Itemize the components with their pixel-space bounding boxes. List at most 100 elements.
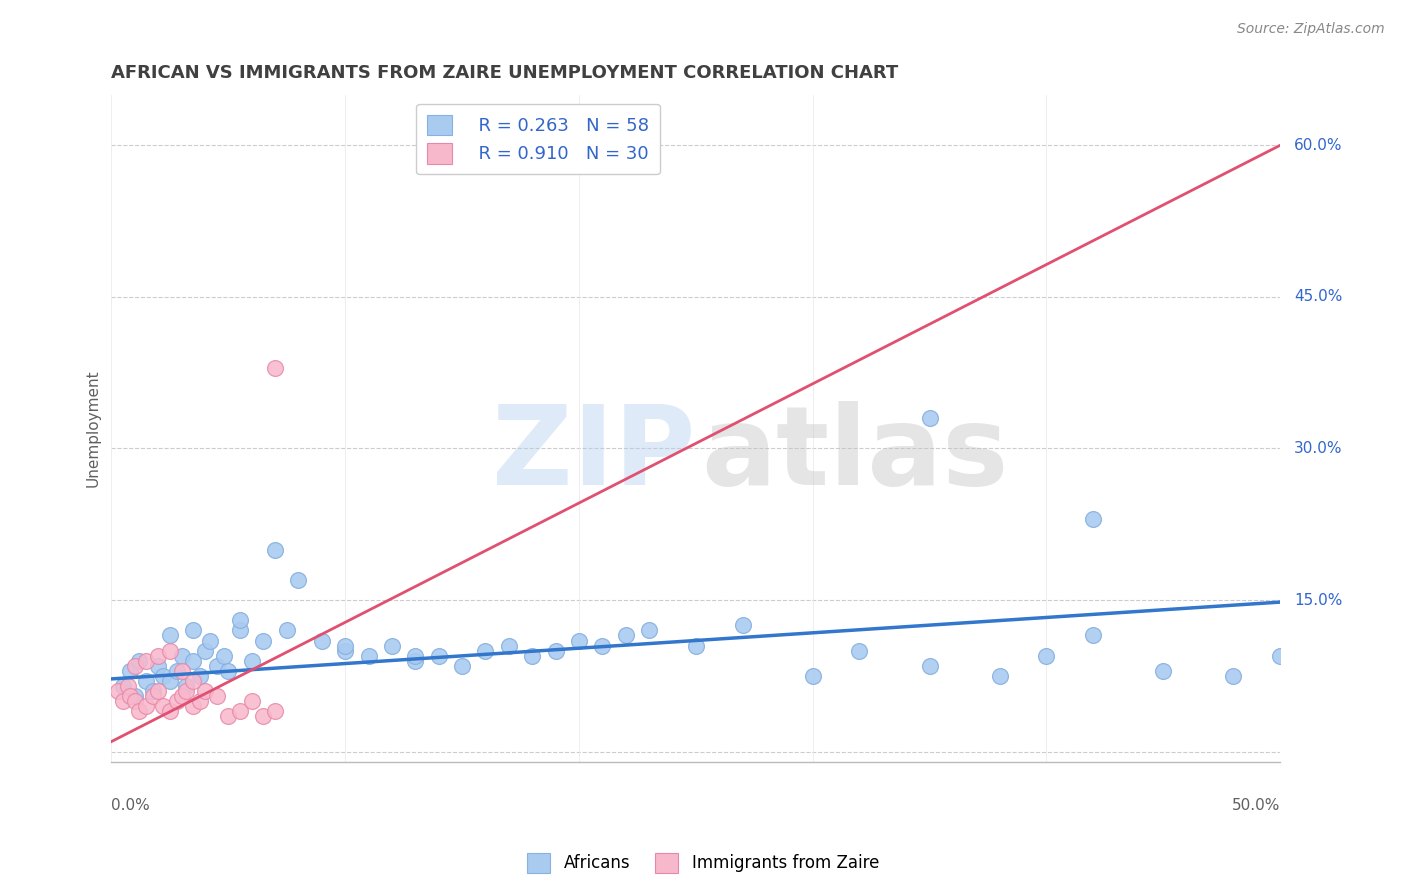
Point	[1083, 628, 1105, 642]
Point	[170, 648, 193, 663]
Point	[159, 673, 181, 688]
Point	[427, 648, 450, 663]
Point	[1270, 648, 1292, 663]
Point	[146, 658, 169, 673]
Point	[357, 648, 380, 663]
Point	[544, 643, 567, 657]
Point	[229, 624, 252, 638]
Point	[112, 694, 135, 708]
Point	[1083, 512, 1105, 526]
Legend:   R = 0.263   N = 58,   R = 0.910   N = 30: R = 0.263 N = 58, R = 0.910 N = 30	[416, 103, 659, 174]
Point	[174, 679, 197, 693]
Point	[731, 618, 754, 632]
Point	[174, 684, 197, 698]
Point	[166, 664, 188, 678]
Point	[146, 684, 169, 698]
Point	[117, 679, 139, 693]
Point	[287, 573, 309, 587]
Point	[848, 643, 870, 657]
Point	[568, 633, 591, 648]
Point	[217, 709, 239, 723]
Point	[498, 639, 520, 653]
Point	[1222, 669, 1244, 683]
Point	[252, 709, 274, 723]
Point	[240, 694, 263, 708]
Legend: Africans, Immigrants from Zaire: Africans, Immigrants from Zaire	[520, 847, 886, 880]
Point	[638, 624, 661, 638]
Point	[264, 360, 287, 375]
Text: AFRICAN VS IMMIGRANTS FROM ZAIRE UNEMPLOYMENT CORRELATION CHART: AFRICAN VS IMMIGRANTS FROM ZAIRE UNEMPLO…	[111, 64, 898, 82]
Text: 15.0%: 15.0%	[1295, 592, 1343, 607]
Point	[142, 684, 165, 698]
Point	[229, 613, 252, 627]
Point	[522, 648, 544, 663]
Text: 30.0%: 30.0%	[1295, 441, 1343, 456]
Point	[1035, 648, 1057, 663]
Point	[918, 411, 941, 425]
Point	[135, 654, 157, 668]
Point	[166, 694, 188, 708]
Point	[152, 669, 174, 683]
Text: ZIP: ZIP	[492, 401, 696, 508]
Point	[252, 633, 274, 648]
Point	[181, 624, 204, 638]
Text: 50.0%: 50.0%	[1232, 798, 1281, 814]
Point	[181, 673, 204, 688]
Point	[240, 654, 263, 668]
Point	[264, 704, 287, 718]
Point	[685, 639, 707, 653]
Text: 60.0%: 60.0%	[1295, 137, 1343, 153]
Point	[128, 654, 150, 668]
Point	[188, 669, 211, 683]
Point	[146, 648, 169, 663]
Point	[159, 628, 181, 642]
Y-axis label: Unemployment: Unemployment	[86, 369, 100, 487]
Point	[451, 658, 474, 673]
Point	[614, 628, 637, 642]
Point	[120, 689, 142, 703]
Point	[107, 684, 129, 698]
Point	[194, 684, 217, 698]
Point	[198, 633, 221, 648]
Point	[264, 542, 287, 557]
Point	[205, 689, 228, 703]
Point	[474, 643, 496, 657]
Point	[212, 648, 235, 663]
Point	[333, 643, 356, 657]
Point	[181, 699, 204, 714]
Point	[404, 654, 426, 668]
Text: atlas: atlas	[702, 401, 1010, 508]
Point	[159, 704, 181, 718]
Point	[142, 689, 165, 703]
Point	[988, 669, 1011, 683]
Text: Source: ZipAtlas.com: Source: ZipAtlas.com	[1237, 22, 1385, 37]
Point	[194, 643, 217, 657]
Point	[276, 624, 298, 638]
Point	[918, 658, 941, 673]
Point	[170, 689, 193, 703]
Point	[205, 658, 228, 673]
Text: 0.0%: 0.0%	[111, 798, 150, 814]
Point	[159, 643, 181, 657]
Point	[124, 689, 146, 703]
Point	[128, 704, 150, 718]
Point	[124, 658, 146, 673]
Point	[217, 664, 239, 678]
Point	[135, 673, 157, 688]
Point	[591, 639, 613, 653]
Point	[1152, 664, 1174, 678]
Point	[333, 639, 356, 653]
Point	[188, 694, 211, 708]
Point	[311, 633, 333, 648]
Point	[152, 699, 174, 714]
Point	[112, 679, 135, 693]
Point	[801, 669, 824, 683]
Point	[404, 648, 426, 663]
Point	[135, 699, 157, 714]
Point	[381, 639, 404, 653]
Point	[120, 664, 142, 678]
Point	[170, 664, 193, 678]
Text: 45.0%: 45.0%	[1295, 289, 1343, 304]
Point	[124, 694, 146, 708]
Point	[181, 654, 204, 668]
